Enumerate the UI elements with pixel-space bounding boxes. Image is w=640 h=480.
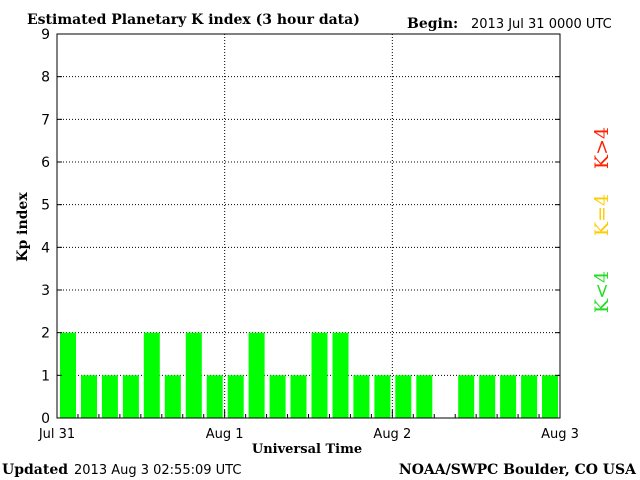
begin-label: Begin: xyxy=(407,16,458,32)
y-tick-label: 7 xyxy=(41,112,50,128)
y-tick-label: 6 xyxy=(41,155,50,171)
kp-bar xyxy=(374,375,391,418)
y-tick-label: 1 xyxy=(41,368,50,384)
kp-bar xyxy=(101,375,118,418)
axes xyxy=(56,33,561,419)
legend-k-above-4: K>4 xyxy=(591,127,613,169)
kp-bar xyxy=(416,375,433,418)
chart-title: Estimated Planetary K index (3 hour data… xyxy=(27,12,360,28)
kp-bar xyxy=(500,375,517,418)
updated-label: Updated xyxy=(2,462,68,478)
legend-k-below-4: K<4 xyxy=(591,271,613,313)
updated-value: 2013 Aug 3 02:55:09 UTC xyxy=(74,463,241,478)
kp-bar xyxy=(164,375,181,418)
y-tick-label: 5 xyxy=(41,198,50,214)
y-axis-label: Kp index xyxy=(15,192,31,262)
kp-bar xyxy=(479,375,496,418)
bar-series xyxy=(60,332,558,418)
y-tick-label: 0 xyxy=(41,411,50,427)
y-tick-label: 4 xyxy=(41,240,50,256)
kp-bar xyxy=(458,375,475,418)
kp-bar xyxy=(269,375,286,418)
x-tick-labels: Jul 31 Aug 1 Aug 2 Aug 3 xyxy=(38,427,579,442)
kp-bar xyxy=(353,375,370,418)
kp-bar xyxy=(143,332,160,418)
source-credit: NOAA/SWPC Boulder, CO USA xyxy=(399,462,637,478)
kp-bar xyxy=(542,375,558,418)
y-tick-label: 9 xyxy=(41,27,50,43)
y-tick-labels: 0 1 2 3 4 5 6 7 8 9 xyxy=(41,27,50,427)
kp-bar xyxy=(122,375,139,418)
kp-bar xyxy=(521,375,538,418)
kp-bar xyxy=(185,332,202,418)
kp-bar xyxy=(227,375,244,418)
kp-bar xyxy=(81,375,97,418)
y-tick-label: 3 xyxy=(41,283,50,299)
x-tick-label: Aug 2 xyxy=(373,427,411,442)
x-axis-label: Universal Time xyxy=(252,442,362,457)
kp-bar xyxy=(206,375,223,418)
legend-k-equals-4: K=4 xyxy=(591,194,613,236)
y-tick-label: 2 xyxy=(41,326,50,342)
x-tick-label: Jul 31 xyxy=(38,427,75,442)
kp-bar xyxy=(290,375,307,418)
kp-bar xyxy=(395,375,412,418)
begin-value: 2013 Jul 31 0000 UTC xyxy=(471,17,612,32)
k-legend: K<4 K=4 K>4 xyxy=(591,127,613,313)
kp-bar xyxy=(332,332,349,418)
x-tick-label: Aug 1 xyxy=(206,427,244,442)
kp-bar xyxy=(311,332,328,418)
grid-lines xyxy=(57,34,560,418)
kp-bar xyxy=(60,332,76,418)
y-tick-label: 8 xyxy=(41,70,50,86)
kp-bar xyxy=(248,332,265,418)
x-tick-label: Aug 3 xyxy=(541,427,579,442)
